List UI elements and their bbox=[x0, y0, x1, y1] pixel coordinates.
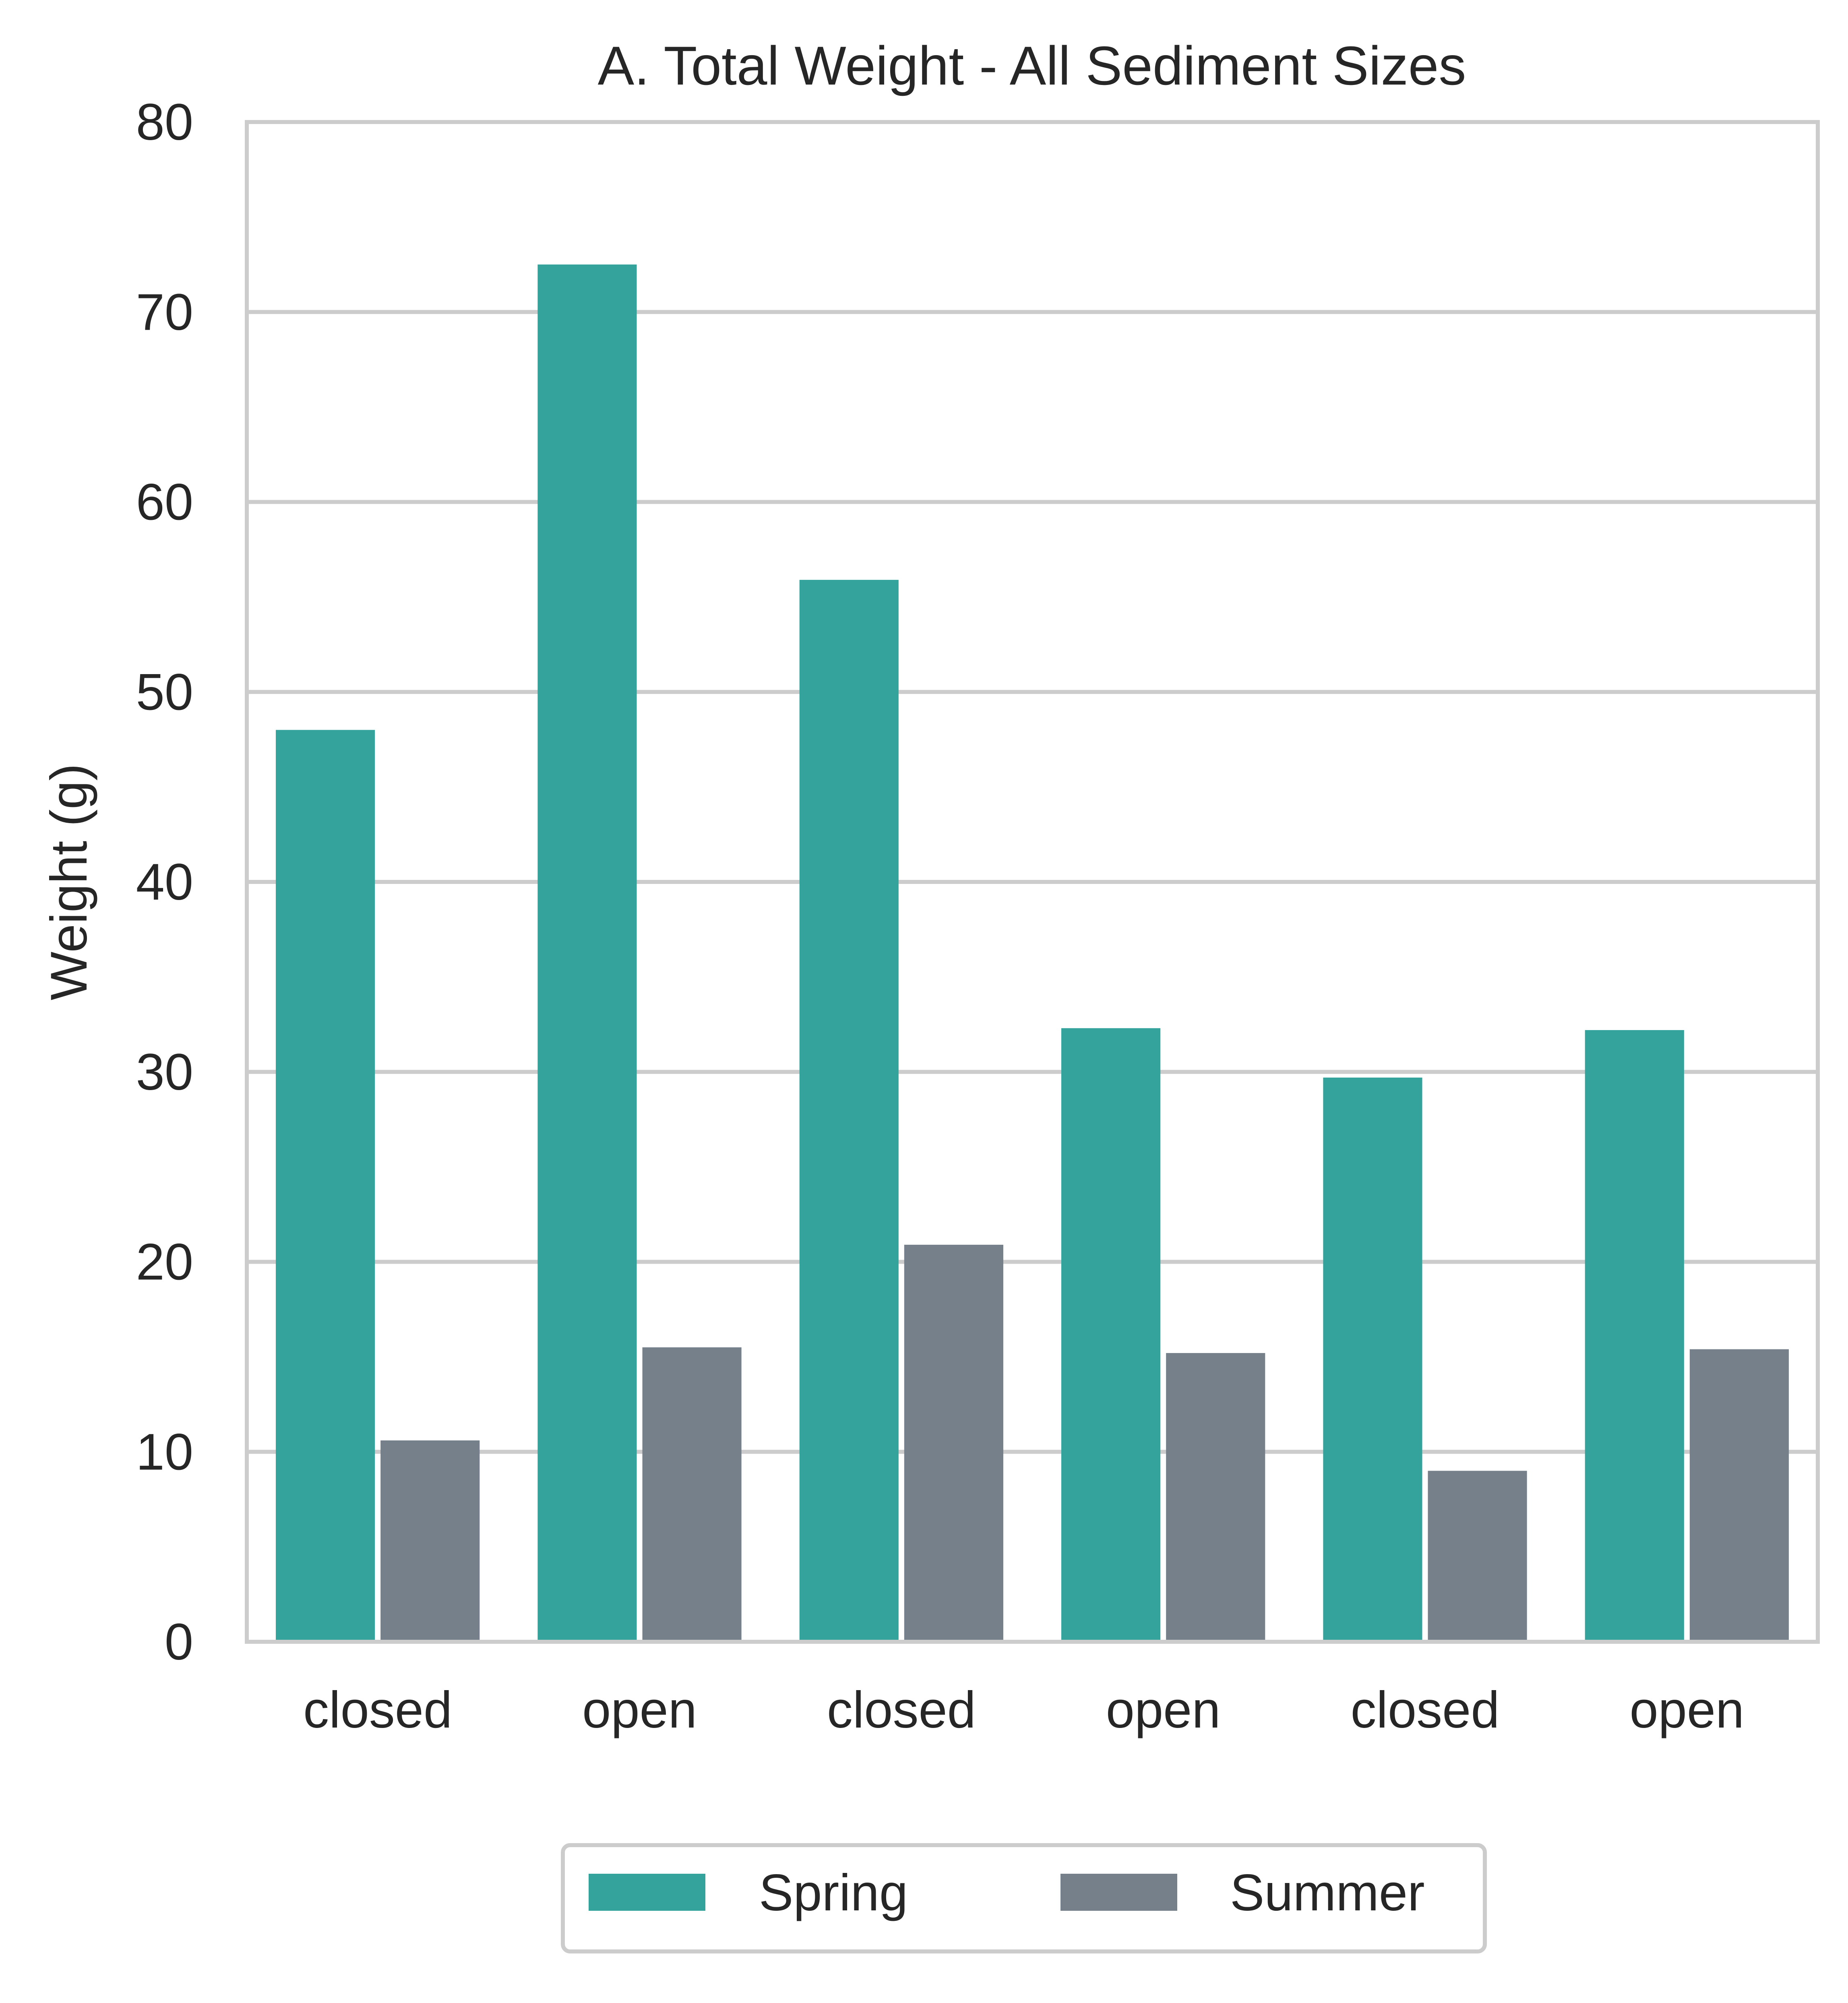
y-tick-label: 10 bbox=[136, 1423, 193, 1481]
legend-label-summer: Summer bbox=[1230, 1864, 1425, 1922]
bar-summer-2 bbox=[642, 1347, 742, 1642]
chart-title: A. Total Weight - All Sediment Sizes bbox=[598, 35, 1466, 96]
bar-spring-6 bbox=[1585, 1030, 1684, 1642]
y-tick-label: 30 bbox=[136, 1043, 193, 1101]
legend-swatch-summer bbox=[1060, 1874, 1177, 1911]
bar-summer-1 bbox=[380, 1440, 480, 1642]
y-tick-labels: 0 10 20 30 40 50 60 70 80 bbox=[136, 93, 193, 1671]
y-tick-label: 50 bbox=[136, 663, 193, 721]
x-tick-label: open bbox=[582, 1681, 697, 1739]
bars bbox=[276, 264, 1789, 1642]
x-tick-label: closed bbox=[1351, 1681, 1500, 1739]
bar-summer-5 bbox=[1428, 1471, 1527, 1642]
legend-frame bbox=[561, 1843, 1487, 1953]
x-tick-label: open bbox=[1629, 1681, 1744, 1739]
x-tick-labels: closed open closed open closed open bbox=[303, 1681, 1744, 1739]
legend-swatch-spring bbox=[589, 1874, 705, 1911]
x-tick-label: closed bbox=[303, 1681, 452, 1739]
bar-summer-3 bbox=[904, 1245, 1003, 1642]
legend-label-spring: Spring bbox=[759, 1864, 908, 1922]
plot-frame bbox=[245, 120, 1820, 1644]
x-tick-label: closed bbox=[827, 1681, 976, 1739]
gridlines bbox=[247, 120, 1818, 1644]
bar-summer-4 bbox=[1166, 1353, 1265, 1642]
y-tick-label: 60 bbox=[136, 474, 193, 531]
legend: Spring Summer bbox=[561, 1843, 1487, 1953]
y-tick-label: 70 bbox=[136, 283, 193, 341]
y-tick-label: 20 bbox=[136, 1233, 193, 1291]
y-axis-label: Weight (g) bbox=[40, 764, 98, 1000]
bar-summer-6 bbox=[1689, 1349, 1789, 1642]
y-tick-label: 0 bbox=[165, 1613, 193, 1671]
x-tick-label: open bbox=[1106, 1681, 1221, 1739]
y-tick-label: 40 bbox=[136, 853, 193, 911]
bar-spring-2 bbox=[537, 264, 637, 1642]
bar-spring-5 bbox=[1323, 1077, 1422, 1642]
bar-spring-1 bbox=[276, 730, 375, 1642]
bar-spring-3 bbox=[799, 579, 899, 1642]
bar-spring-4 bbox=[1061, 1028, 1161, 1642]
y-tick-label: 80 bbox=[136, 93, 193, 151]
